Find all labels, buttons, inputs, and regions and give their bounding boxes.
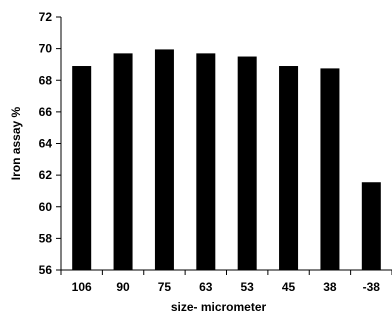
- y-tick-label: 68: [39, 73, 53, 87]
- bar-45: [279, 66, 299, 270]
- y-tick-label: 60: [39, 200, 53, 214]
- y-axis-title: Iron assay %: [9, 106, 23, 180]
- y-tick-label: 62: [39, 168, 53, 182]
- y-tick-label: 56: [39, 263, 53, 277]
- y-tick-label: 72: [39, 10, 53, 24]
- y-tick-label: 70: [39, 42, 53, 56]
- x-tick-label: 90: [116, 280, 130, 294]
- x-tick-label: 53: [241, 280, 255, 294]
- y-tick-label: 66: [39, 105, 53, 119]
- x-tick-label: 75: [158, 280, 172, 294]
- bar-38: [320, 68, 340, 270]
- x-tick-label: 45: [282, 280, 296, 294]
- bar-106: [72, 66, 92, 270]
- y-ticks: 56 58 60 62 64 66 68 70 72: [39, 10, 61, 277]
- x-axis-title: size- micrometer: [171, 300, 267, 314]
- bar-90: [113, 53, 133, 271]
- x-tick-label: 63: [199, 280, 213, 294]
- bar-75: [154, 49, 174, 271]
- bar-53: [237, 56, 257, 270]
- y-tick-label: 58: [39, 231, 53, 245]
- bar--38: [361, 182, 381, 270]
- bars: [72, 49, 381, 271]
- x-tick-label: 106: [72, 280, 92, 294]
- y-tick-label: 64: [39, 137, 53, 151]
- bar-63: [196, 53, 216, 271]
- x-tick-label: -38: [363, 280, 381, 294]
- x-tick-label: 38: [323, 280, 337, 294]
- x-ticks: 106 90 75 63 53 45 38 -38: [60, 270, 392, 294]
